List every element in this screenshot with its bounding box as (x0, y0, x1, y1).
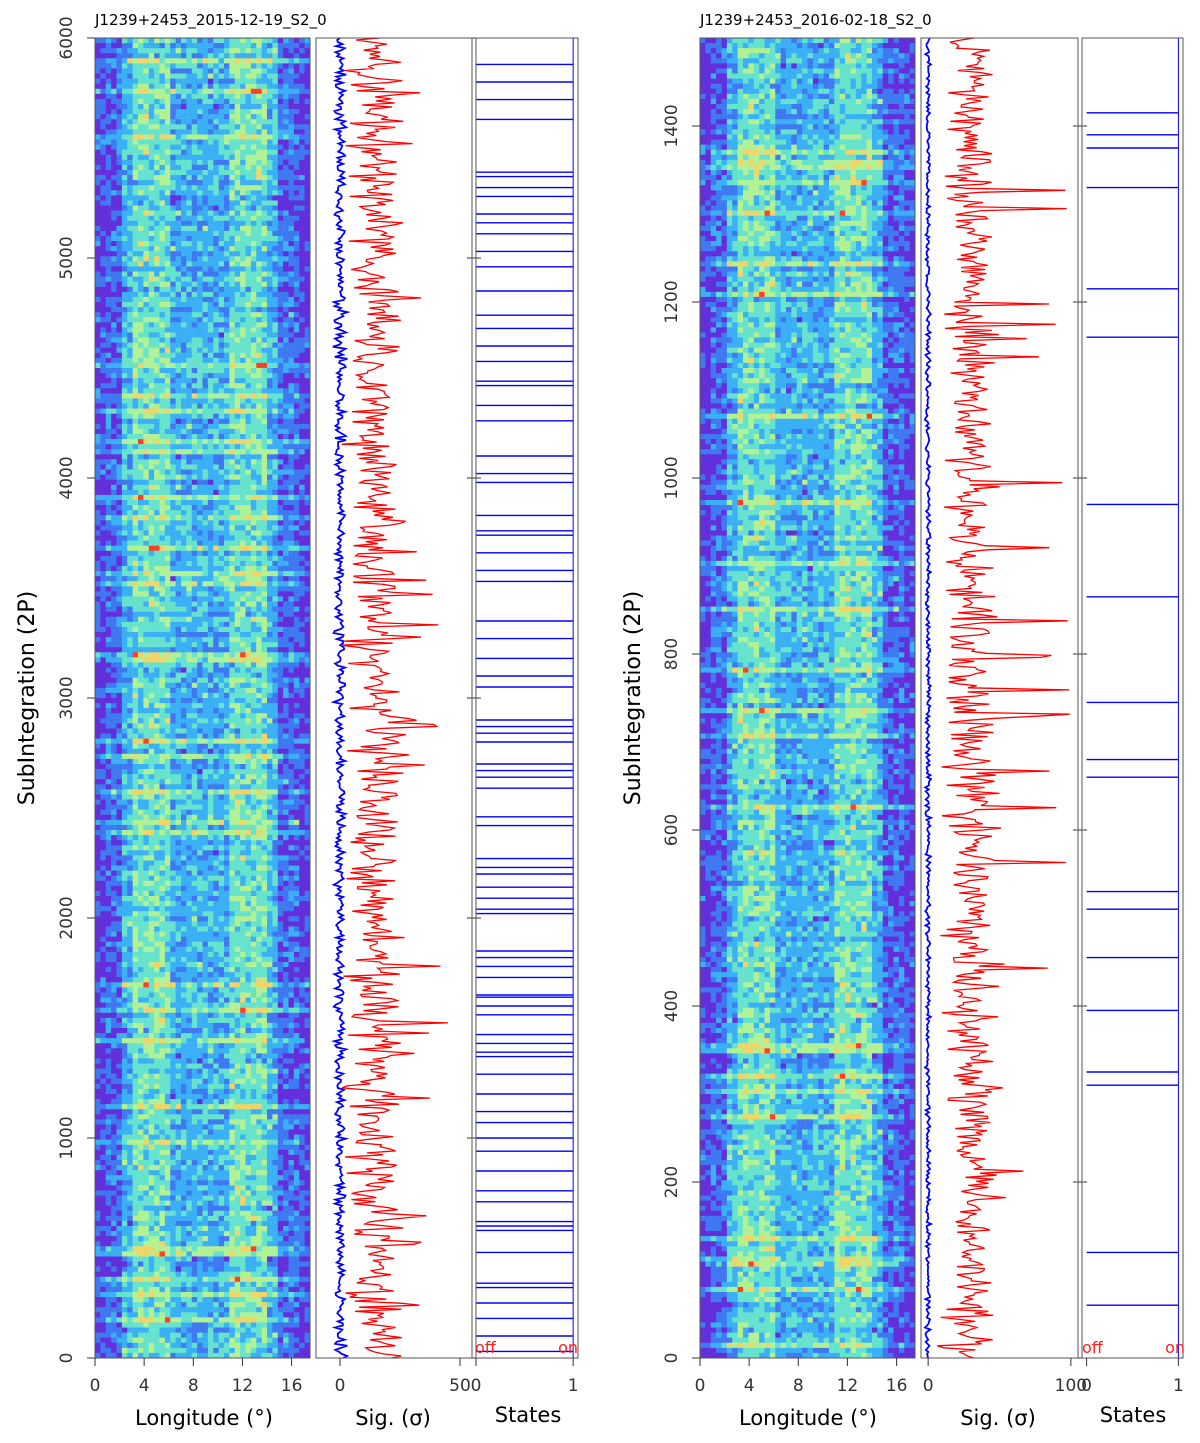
pulse-stack-panel: 0 4 8 12 16 Longitude (°) (90, 37, 311, 1430)
y-ticks: 0 1000 2000 3000 4000 5000 6000 (57, 16, 481, 1363)
y-tick-label: 2000 (57, 896, 77, 939)
y-tick-label: 6000 (57, 16, 77, 59)
y-axis-label: SubIntegration (2P) (15, 591, 40, 806)
y-tick-label: 3000 (57, 676, 77, 719)
y-tick-label: 5000 (57, 236, 77, 279)
y-tick-label: 4000 (57, 456, 77, 499)
y-tick-label: 1000 (57, 1116, 77, 1159)
figure-title: J1239+2453_2015-12-19_S2_0 (94, 11, 327, 30)
figure-left: J1239+2453_2015-12-19_S2_0 SubIntegratio… (15, 11, 579, 1430)
y-tick-label: 0 (57, 1353, 77, 1364)
